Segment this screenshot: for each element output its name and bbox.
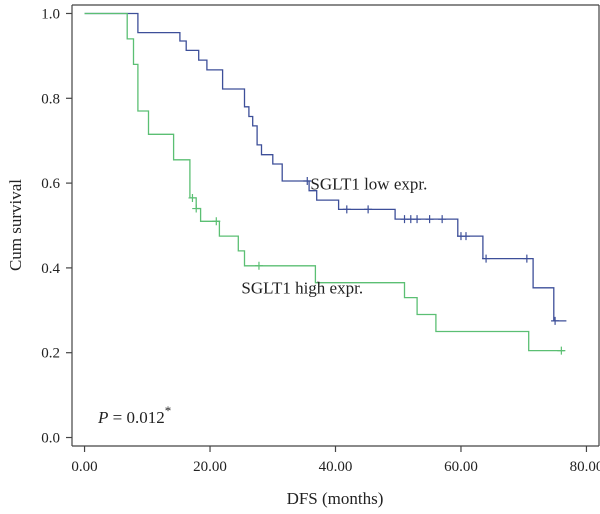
y-tick-label: 1.0 xyxy=(41,6,60,22)
y-tick-label: 0.4 xyxy=(41,261,60,277)
series-layer xyxy=(84,12,567,355)
series-line-low xyxy=(84,12,567,322)
censor-mark xyxy=(461,232,470,241)
censor-mark xyxy=(254,261,263,270)
censor-mark xyxy=(188,193,197,202)
censor-mark xyxy=(557,346,566,355)
censor-mark xyxy=(364,205,373,214)
censor-mark xyxy=(413,215,422,224)
series-line-high xyxy=(84,12,565,352)
censor-mark xyxy=(425,215,434,224)
x-tick-label: 80.00 xyxy=(570,459,600,475)
y-axis-ticks: 0.0 0.2 0.4 0.6 0.8 1.0 xyxy=(41,6,72,447)
censor-mark xyxy=(482,254,491,263)
plot-area xyxy=(71,4,600,447)
y-tick-label: 0.6 xyxy=(41,176,60,192)
x-tick-label: 60.00 xyxy=(444,459,478,475)
censor-mark xyxy=(192,204,201,213)
y-tick-label: 0.2 xyxy=(41,346,60,362)
censor-mark xyxy=(303,176,312,185)
censor-mark xyxy=(551,316,560,325)
x-axis-title: DFS (months) xyxy=(287,489,384,508)
p-value-symbol: P xyxy=(97,408,108,427)
x-axis-ticks: 0.00 20.00 40.00 60.00 80.00 xyxy=(71,446,600,475)
x-tick-label: 0.00 xyxy=(71,459,97,475)
series-label-low: SGLT1 low expr. xyxy=(310,174,427,193)
censor-mark xyxy=(438,215,447,224)
x-tick-label: 20.00 xyxy=(193,459,227,475)
series-label-high: SGLT1 high expr. xyxy=(241,278,363,297)
y-tick-label: 0.8 xyxy=(41,91,60,107)
y-tick-label: 0.0 xyxy=(41,431,60,447)
series-label-layer: SGLT1 low expr. SGLT1 high expr. xyxy=(241,174,427,297)
p-value-superscript: * xyxy=(165,403,172,418)
censor-mark xyxy=(212,217,221,226)
y-axis-title: Cum survival xyxy=(6,179,25,271)
p-value-text: = 0.012 xyxy=(108,408,164,427)
x-tick-label: 40.00 xyxy=(319,459,353,475)
p-value-annotation: P = 0.012* xyxy=(97,403,171,427)
censor-mark xyxy=(342,205,351,214)
censor-mark xyxy=(522,254,531,263)
